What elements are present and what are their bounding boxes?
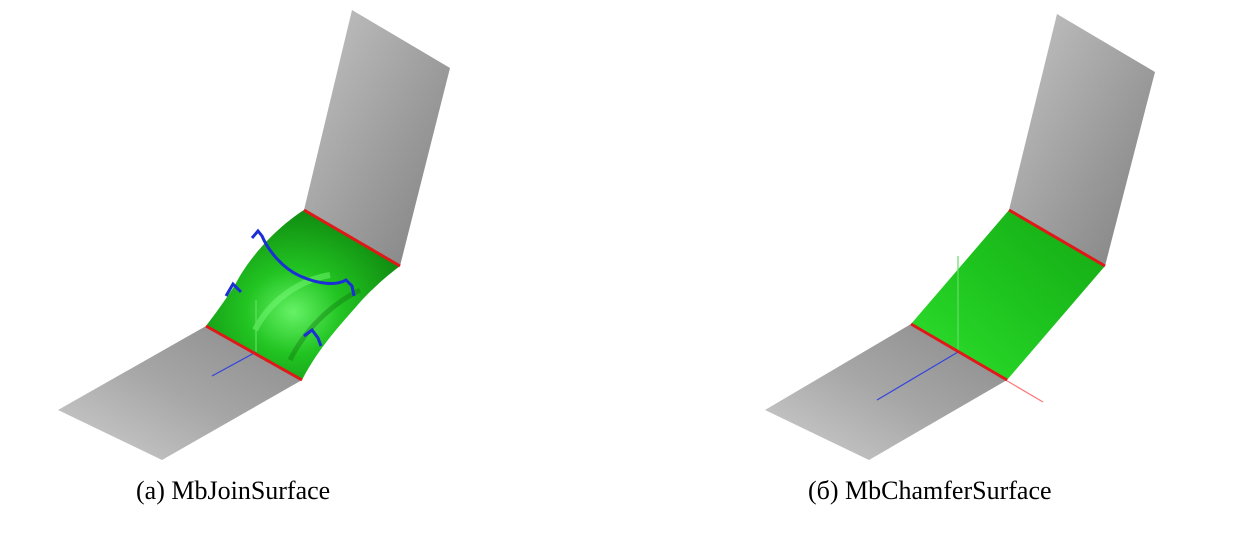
upper-seam [303,208,401,268]
guide-curve-lower [303,327,323,347]
upper-seam [1008,208,1106,268]
join-blend-surface [206,210,400,380]
join-surface-render [58,10,450,460]
blend-shadow [287,287,362,362]
axis-blue [876,351,959,401]
caption-join-surface: (a) MbJoinSurface [136,476,331,505]
lower-seam [910,322,1008,382]
axis-blue [211,351,257,377]
figure-join-surface: (a) MbJoinSurface [58,10,450,505]
lower-seam [205,324,303,382]
upper-plane [1009,14,1155,266]
guide-curve-main [250,228,356,297]
lower-plane [765,324,1007,460]
chamfer-surface-render [765,14,1155,460]
figure-chamfer-surface: (б) MbChamferSurface [619,0,1238,550]
blend-highlight [252,272,331,332]
upper-plane [304,10,450,266]
chamfer-surface [911,210,1105,380]
caption-chamfer-surface: (б) MbChamferSurface [808,476,1052,505]
guide-curve-left [224,281,243,297]
